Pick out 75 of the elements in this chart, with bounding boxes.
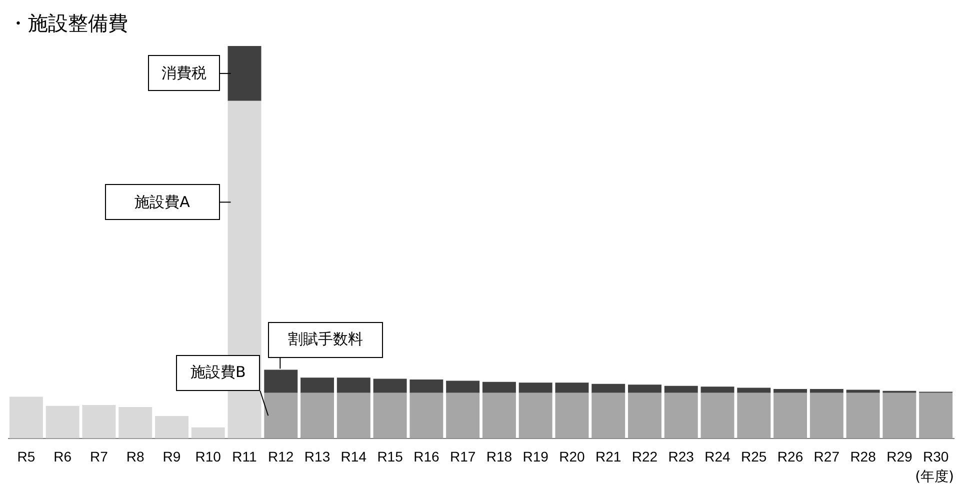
- series-label: 施設費B: [190, 363, 246, 382]
- bar: [700, 386, 734, 393]
- bar: [592, 392, 626, 438]
- x-tick-label: R10: [195, 448, 222, 465]
- x-tick-label: R24: [704, 448, 731, 465]
- bar: [118, 407, 152, 438]
- x-tick-label: R26: [777, 448, 804, 465]
- bar: [482, 392, 516, 438]
- bar: [592, 384, 626, 393]
- x-tick-label: R21: [596, 448, 622, 465]
- bar: [336, 392, 370, 438]
- chart-title: ・施設整備費: [8, 10, 129, 37]
- bar: [737, 388, 771, 393]
- x-tick-label: R30: [922, 448, 949, 465]
- x-tick-label: R28: [850, 448, 876, 465]
- bar: [228, 46, 262, 101]
- bar: [482, 382, 516, 393]
- bar: [846, 390, 880, 393]
- bar: [82, 405, 116, 438]
- bar: [336, 378, 370, 393]
- x-tick-label: R11: [232, 448, 258, 465]
- x-tick-label: R20: [559, 448, 586, 465]
- series-label: 割賦手数料: [288, 330, 364, 350]
- bar: [300, 378, 334, 393]
- text: 施設費A: [134, 192, 190, 212]
- bar: [410, 380, 444, 393]
- bar: [446, 392, 480, 438]
- bar: [373, 378, 407, 393]
- bar: [628, 384, 662, 393]
- bar: [446, 380, 480, 393]
- bar: [191, 427, 225, 438]
- bar: [882, 392, 916, 438]
- bar: [373, 392, 407, 438]
- bar: [737, 392, 771, 438]
- x-axis-title: (年度): [915, 469, 954, 486]
- x-tick-label: R5: [17, 448, 36, 465]
- series-label: 消費税: [161, 64, 206, 83]
- bar: [846, 392, 880, 438]
- bar: [555, 392, 589, 438]
- x-tick-label: R29: [886, 448, 912, 465]
- bar: [518, 382, 552, 393]
- x-tick-label: R19: [522, 448, 549, 465]
- x-tick-label: R25: [741, 448, 767, 465]
- bar: [410, 392, 444, 438]
- x-tick-label: R27: [814, 448, 840, 465]
- x-tick-label: R9: [162, 448, 181, 465]
- bar: [774, 392, 808, 438]
- bar: [774, 388, 808, 393]
- bar: [919, 392, 953, 438]
- bar: [300, 392, 334, 438]
- bar: [264, 370, 298, 393]
- x-tick-label: R16: [414, 448, 440, 465]
- x-tick-label: R12: [268, 448, 294, 465]
- x-tick-label: R13: [304, 448, 330, 465]
- bar: [810, 392, 844, 438]
- bar: [9, 396, 43, 438]
- bar: [664, 386, 698, 393]
- x-tick-label: R14: [340, 448, 367, 465]
- bar: [664, 392, 698, 438]
- bar: [700, 392, 734, 438]
- bar: [628, 392, 662, 438]
- x-tick-label: R15: [377, 448, 404, 465]
- x-tick-label: R6: [54, 448, 72, 465]
- bar: [46, 406, 80, 438]
- bar: [518, 392, 552, 438]
- bar: [810, 388, 844, 393]
- x-tick-label: R18: [486, 448, 512, 465]
- bar: [154, 416, 188, 438]
- bar: [264, 392, 298, 438]
- x-tick-label: R8: [126, 448, 145, 465]
- x-tick-label: R22: [632, 448, 658, 465]
- bar: [555, 382, 589, 393]
- x-tick-label: R7: [90, 448, 108, 465]
- x-tick-label: R23: [668, 448, 694, 465]
- x-tick-label: R17: [450, 448, 476, 465]
